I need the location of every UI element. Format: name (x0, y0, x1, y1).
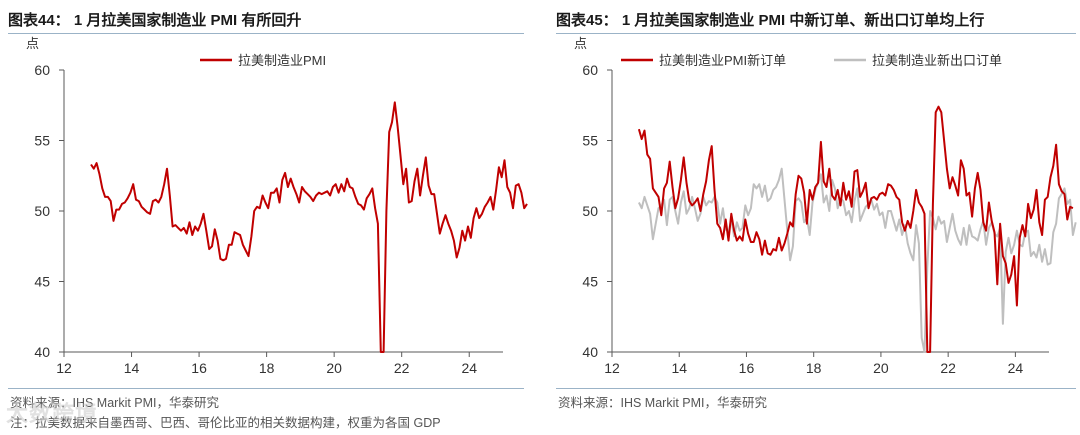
x-tick-label: 22 (940, 360, 956, 376)
figure-44-title: 图表44： 1 月拉美国家制造业 PMI 有所回升 (8, 12, 302, 29)
pmi-orders-line-chart: 点 40 45 50 55 60 12 14 16 18 20 22 24 拉美制造业PMI新订单 拉美制造… (574, 36, 1077, 376)
y-tick-label: 45 (582, 274, 598, 290)
y-tick-label: 60 (582, 62, 598, 78)
title-rule (8, 33, 524, 34)
source-text: 资料来源：IHS Markit PMI，华泰研究 (10, 396, 220, 410)
legend-label-1: 拉美制造业新出口订单 (872, 53, 1002, 68)
legend-label-0: 拉美制造业PMI新订单 (659, 53, 786, 68)
x-tick-label: 20 (873, 360, 889, 376)
pmi-line-chart: 点 40 45 50 55 60 12 14 16 18 20 22 24 拉美制造业PMI (26, 36, 528, 376)
x-tick-label: 22 (394, 360, 410, 376)
source-rule (556, 388, 1076, 389)
figure-45-title: 图表45： 1 月拉美国家制造业 PMI 中新订单、新出口订单均上行 (556, 12, 985, 29)
x-tick-label: 18 (259, 360, 275, 376)
y-axis-unit-label: 点 (26, 36, 39, 51)
y-tick-label: 40 (34, 344, 50, 360)
x-tick-label: 20 (326, 360, 342, 376)
source-text: 资料来源：IHS Markit PMI，华泰研究 (558, 396, 768, 410)
x-tick-label: 12 (604, 360, 620, 376)
x-tick-label: 16 (739, 360, 755, 376)
x-tick-label: 24 (1008, 360, 1024, 376)
right-figure-panel: 图表45： 1 月拉美国家制造业 PMI 中新订单、新出口订单均上行 点 40 45… (548, 0, 1080, 435)
y-tick-label: 55 (582, 133, 598, 149)
x-tick-label: 14 (671, 360, 687, 376)
x-tick-label: 24 (461, 360, 477, 376)
legend-label-0: 拉美制造业PMI (238, 53, 326, 68)
y-tick-label: 50 (34, 203, 50, 219)
series-line-0 (637, 105, 1074, 353)
y-axis-unit-label: 点 (574, 36, 587, 51)
x-tick-label: 12 (56, 360, 72, 376)
y-tick-label: 60 (34, 62, 50, 78)
x-tick-label: 14 (124, 360, 140, 376)
x-tick-label: 16 (191, 360, 207, 376)
y-tick-label: 45 (34, 274, 50, 290)
x-tick-label: 18 (806, 360, 822, 376)
watermark: 大数跨境 (6, 401, 99, 426)
source-rule (8, 388, 524, 389)
y-tick-label: 50 (582, 203, 598, 219)
series-line-1 (638, 167, 1077, 353)
title-rule (556, 33, 1076, 34)
y-tick-label: 40 (582, 344, 598, 360)
left-figure-panel: 图表44： 1 月拉美国家制造业 PMI 有所回升 点 40 45 50 55 60 12 1… (0, 0, 528, 435)
note-text: 注：拉美数据来自墨西哥、巴西、哥伦比亚的相关数据构建，权重为各国 GDP (10, 416, 441, 430)
y-tick-label: 55 (34, 133, 50, 149)
series-line-0 (90, 101, 528, 353)
